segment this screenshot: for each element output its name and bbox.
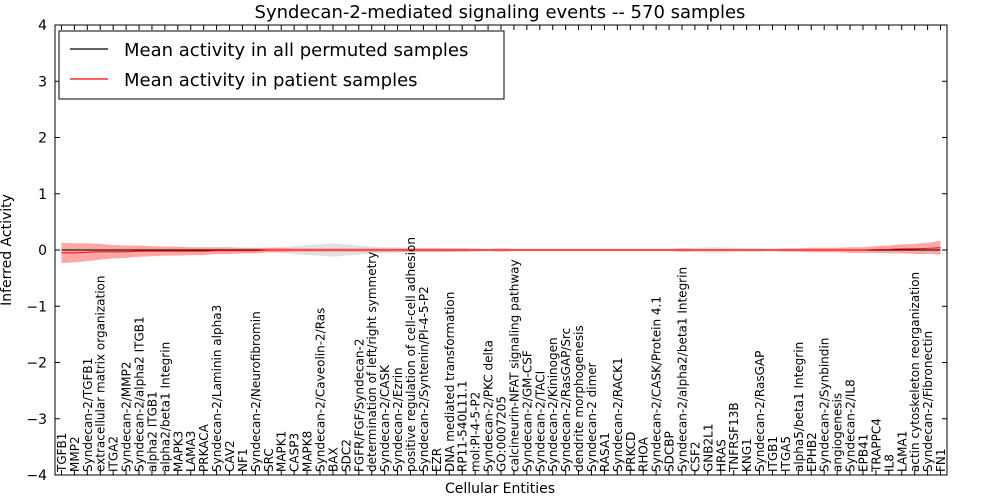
- x-tick-label: EPHB2: [805, 432, 819, 472]
- x-tick-label: Syndecan-2/Neurofibromin: [249, 311, 263, 472]
- x-tick-label: angiogenesis: [831, 393, 845, 472]
- x-tick-label: CAV2: [223, 440, 237, 472]
- x-tick-label: EZR: [430, 448, 444, 472]
- y-tick-label: −1: [26, 299, 47, 315]
- y-tick-label: 4: [38, 18, 47, 34]
- x-tick-label: ITGA2: [107, 436, 121, 472]
- x-tick-label: PRKACA: [197, 423, 211, 472]
- x-tick-label: Syndecan-2 dimer: [585, 362, 599, 472]
- x-tick-label: extracellular matrix organization: [94, 276, 108, 473]
- x-tick-label: Syndecan-2/CASK: [378, 364, 392, 472]
- y-tick-label: 3: [38, 74, 47, 90]
- x-tick-label: TNFRSF13B: [727, 402, 741, 473]
- x-tick-label: Syndecan-2/Caveolin-2/Ras: [314, 308, 328, 472]
- x-tick-label: mol:PI-4-5-P2: [469, 392, 483, 472]
- x-axis-label: Cellular Entities: [445, 481, 555, 497]
- x-tick-label: actin cytoskeleton reorganization: [908, 272, 922, 472]
- x-tick-label: CASP3: [288, 433, 302, 472]
- legend-label-patient: Mean activity in patient samples: [124, 70, 418, 91]
- series-lines: [61, 247, 941, 254]
- x-tick-label: Syndecan-2/MMP2: [120, 362, 134, 472]
- x-tick-label: HRAS: [714, 439, 728, 472]
- x-tick-label: Syndecan-2/IL8: [844, 379, 858, 472]
- x-tick-label: SRC: [262, 448, 276, 472]
- x-tick-label: MAPK8: [301, 431, 315, 472]
- x-tick-label: RASA1: [598, 432, 612, 472]
- x-tick-label: Syndecan-2/Synbindin: [818, 338, 832, 472]
- x-tick-label: positive regulation of cell-cell adhesio…: [404, 237, 418, 472]
- x-tick-label: alpha5/beta1 Integrin: [792, 342, 806, 472]
- x-tick-label: Syndecan-2/RasGAP/Src: [559, 328, 573, 472]
- x-tick-label: Syndecan-2/PKC delta: [482, 340, 496, 472]
- chart-title: Syndecan-2-mediated signaling events -- …: [255, 2, 746, 23]
- x-tick-label: Syndecan-2/RACK1: [611, 357, 625, 472]
- y-tick-label: −4: [26, 468, 47, 484]
- x-tick-label: Syndecan-2/Kininogen: [546, 337, 560, 472]
- y-axis: 4 3 2 1 0 −1 −2 −3 −4: [26, 18, 947, 484]
- legend: Mean activity in all permuted samples Me…: [58, 30, 505, 100]
- y-axis-label: Inferred Activity: [0, 194, 15, 306]
- x-tick-label: Syndecan-2/Syntenin/PI-4-5-P2: [417, 286, 431, 472]
- x-tick-label: EPB41: [856, 434, 870, 472]
- x-tick-label: NF1: [236, 448, 250, 472]
- x-tick-label: SDCBP: [663, 431, 677, 472]
- x-tick-label: Syndecan-2/TACI: [533, 371, 547, 472]
- x-tick-label: Syndecan-2/RasGAP: [753, 351, 767, 472]
- x-tick-label: MAPK3: [171, 431, 185, 472]
- y-tick-label: 0: [38, 243, 47, 259]
- x-tick-label: GO:0007205: [495, 396, 509, 472]
- y-tick-label: −3: [26, 412, 47, 428]
- x-tick-label: ITGB1: [766, 436, 780, 472]
- x-tick-label: ITGA5: [779, 436, 793, 472]
- x-tick-label: DNA mediated transformation: [443, 292, 457, 472]
- x-tick-label: Syndecan-2/Laminin alpha3: [210, 305, 224, 472]
- x-tick-label: FN1: [934, 448, 948, 472]
- x-tick-label: KNG1: [740, 438, 754, 472]
- x-tick-label: LAMA3: [184, 431, 198, 472]
- x-tick-label: TRAPPC4: [869, 418, 883, 473]
- x-tick-label: GNB2L1: [701, 424, 715, 472]
- x-tick-label: Syndecan-2/alpha2 ITGB1: [133, 316, 147, 472]
- x-tick-label: CSF2: [688, 441, 702, 472]
- x-tick-label: Syndecan-2/Fibronectin: [921, 331, 935, 472]
- x-tick-label: Syndecan-2/CASK/Protein 4.1: [650, 296, 664, 472]
- x-tick-label: alpha2/beta1 Integrin: [158, 342, 172, 472]
- confidence-bands: [61, 241, 941, 263]
- x-tick-label: SDC2: [339, 439, 353, 472]
- x-tick-label: LAMA1: [895, 431, 909, 472]
- legend-label-permuted: Mean activity in all permuted samples: [124, 40, 468, 61]
- x-tick-label: Syndecan-2/GM-CSF: [520, 350, 534, 472]
- legend-box: [58, 30, 505, 100]
- x-tick-label: dendrite morphogenesis: [572, 325, 586, 472]
- y-tick-label: 1: [38, 187, 47, 203]
- x-tick-label: PRKCD: [624, 432, 638, 472]
- x-tick-label: Syndecan-2/TGFB1: [81, 358, 95, 472]
- x-tick-label: calcineurin-NFAT signaling pathway: [507, 259, 521, 472]
- x-tick-label: alpha2 ITGB1: [145, 391, 159, 472]
- x-tick-label: IL8: [882, 454, 896, 472]
- x-tick-label: FGFR/FGF/Syndecan-2: [352, 339, 366, 472]
- x-tick-label: Syndecan-2/alpha2/beta1 Integrin: [675, 267, 689, 472]
- x-tick-label: Syndecan-2/Ezrin: [391, 367, 405, 472]
- x-tick-label: RHOA: [637, 436, 651, 472]
- x-tick-label: determination of left/right symmetry: [365, 252, 379, 472]
- series-line-patient: [61, 247, 941, 254]
- x-tick-label: BAX: [326, 447, 340, 472]
- y-tick-label: −2: [26, 356, 47, 372]
- x-tick-label: MAPK1: [275, 431, 289, 472]
- band-patient: [61, 241, 941, 263]
- x-tick-label: RP11-540L11.1: [456, 381, 470, 472]
- x-tick-label: TGFB1: [55, 433, 69, 473]
- x-tick-label: MMP2: [68, 436, 82, 472]
- y-tick-label: 2: [38, 131, 47, 147]
